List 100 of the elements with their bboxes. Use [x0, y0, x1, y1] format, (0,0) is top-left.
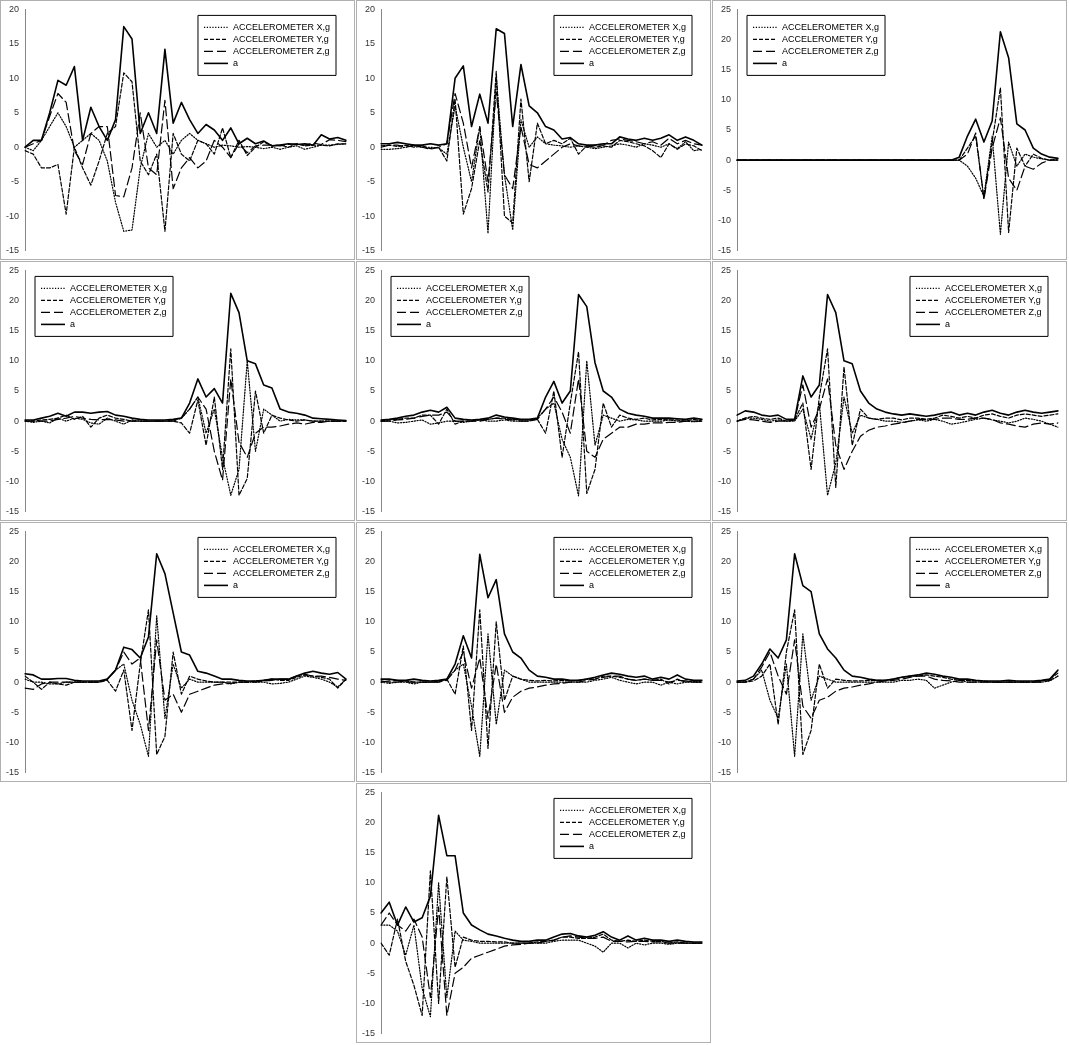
y-tick-label: -15: [5, 767, 20, 778]
legend-label: ACCELEROMETER X,g: [232, 543, 331, 554]
y-tick-label: -5: [10, 445, 20, 456]
y-tick-label: 15: [8, 325, 20, 336]
y-tick-label: -10: [361, 997, 376, 1008]
y-tick-label: 20: [8, 295, 20, 306]
y-tick-label: 10: [720, 616, 732, 627]
y-tick-label: 0: [725, 154, 732, 165]
y-tick-label: -10: [717, 475, 732, 486]
y-tick-label: -15: [361, 767, 376, 778]
legend-label: ACCELEROMETER Z,g: [588, 567, 686, 578]
y-tick-label: 10: [364, 72, 376, 83]
y-tick-label: 0: [369, 415, 376, 426]
y-tick-label: 25: [364, 786, 376, 797]
legend-label: ACCELEROMETER Y,g: [232, 555, 329, 566]
legend-label: ACCELEROMETER Z,g: [944, 306, 1042, 317]
y-tick-label: 10: [364, 616, 376, 627]
y-tick-label: 15: [720, 586, 732, 597]
y-tick-label: 15: [720, 64, 732, 75]
y-tick-label: 0: [13, 141, 20, 152]
y-tick-label: -5: [366, 176, 376, 187]
y-tick-label: 25: [720, 525, 732, 536]
legend-label: ACCELEROMETER Y,g: [782, 33, 878, 44]
y-tick-label: 20: [364, 3, 376, 14]
y-tick-label: 10: [8, 355, 20, 366]
legend-label: a: [944, 579, 950, 590]
legend-label: ACCELEROMETER X,g: [588, 543, 687, 554]
legend-label: ACCELEROMETER Z,g: [232, 567, 330, 578]
y-tick-label: 20: [364, 295, 376, 306]
y-tick-label: 25: [8, 525, 20, 536]
y-tick-label: 25: [364, 525, 376, 536]
legend-label: ACCELEROMETER Y,g: [588, 555, 685, 566]
legend-label: a: [588, 840, 594, 851]
y-tick-label: 25: [8, 264, 20, 275]
y-tick-label: -15: [5, 506, 20, 517]
y-tick-label: 15: [720, 325, 732, 336]
y-tick-label: 10: [8, 72, 20, 83]
y-tick-label: 5: [13, 107, 20, 118]
y-tick-label: -10: [717, 214, 732, 225]
y-tick-label: 0: [369, 141, 376, 152]
y-tick-label: 10: [8, 616, 20, 627]
y-tick-label: 10: [720, 94, 732, 105]
y-tick-label: 15: [364, 847, 376, 858]
y-tick-label: 5: [13, 646, 20, 657]
y-tick-label: 25: [720, 264, 732, 275]
legend-label: ACCELEROMETER Z,g: [70, 306, 167, 317]
y-tick-label: -10: [5, 736, 20, 747]
legend-label: ACCELEROMETER Z,g: [232, 45, 330, 56]
y-tick-label: 20: [720, 556, 732, 567]
y-tick-label: 5: [725, 646, 732, 657]
legend-label: ACCELEROMETER Z,g: [944, 567, 1042, 578]
y-tick-label: 0: [725, 676, 732, 687]
legend-label: ACCELEROMETER X,g: [944, 543, 1043, 554]
y-tick-label: 0: [13, 676, 20, 687]
y-tick-label: -10: [361, 475, 376, 486]
legend-label: a: [232, 57, 238, 68]
legend-label: ACCELEROMETER Z,g: [426, 306, 523, 317]
y-tick-label: -10: [361, 736, 376, 747]
legend-label: a: [944, 318, 950, 329]
y-tick-label: 15: [8, 586, 20, 597]
y-tick-label: 25: [720, 3, 732, 14]
y-tick-label: 5: [369, 907, 376, 918]
legend-label: a: [70, 318, 76, 329]
y-tick-label: -15: [361, 506, 376, 517]
legend-label: ACCELEROMETER Y,g: [944, 294, 1041, 305]
y-tick-label: 15: [364, 38, 376, 49]
legend-label: ACCELEROMETER Y,g: [944, 555, 1041, 566]
y-tick-label: 5: [13, 385, 20, 396]
y-tick-label: -10: [717, 736, 732, 747]
y-tick-label: 0: [369, 676, 376, 687]
y-tick-label: -15: [361, 245, 376, 256]
legend-label: ACCELEROMETER Y,g: [232, 33, 329, 44]
legend-label: ACCELEROMETER Z,g: [782, 45, 879, 56]
y-tick-label: -5: [10, 176, 20, 187]
legend-label: ACCELEROMETER Y,g: [588, 816, 685, 827]
y-tick-label: -5: [366, 967, 376, 978]
y-tick-label: -5: [722, 706, 732, 717]
y-tick-label: 5: [725, 385, 732, 396]
y-tick-label: 20: [8, 556, 20, 567]
legend-label: a: [588, 57, 594, 68]
legend-label: ACCELEROMETER X,g: [782, 21, 880, 32]
y-tick-label: -15: [361, 1028, 376, 1039]
legend-label: a: [426, 318, 432, 329]
y-tick-label: -10: [361, 210, 376, 221]
y-tick-label: -15: [717, 245, 732, 256]
y-tick-label: -5: [722, 184, 732, 195]
legend-label: a: [588, 579, 594, 590]
y-tick-label: 0: [13, 415, 20, 426]
y-tick-label: 20: [720, 34, 732, 45]
y-tick-label: 5: [369, 385, 376, 396]
y-tick-label: 25: [364, 264, 376, 275]
y-tick-label: 20: [8, 3, 20, 14]
y-tick-label: -10: [5, 475, 20, 486]
y-tick-label: 15: [8, 38, 20, 49]
y-tick-label: -5: [722, 445, 732, 456]
y-tick-label: 10: [364, 877, 376, 888]
legend-label: ACCELEROMETER X,g: [588, 21, 687, 32]
y-tick-label: -15: [5, 245, 20, 256]
y-tick-label: -10: [5, 210, 20, 221]
legend-label: ACCELEROMETER Y,g: [426, 294, 522, 305]
